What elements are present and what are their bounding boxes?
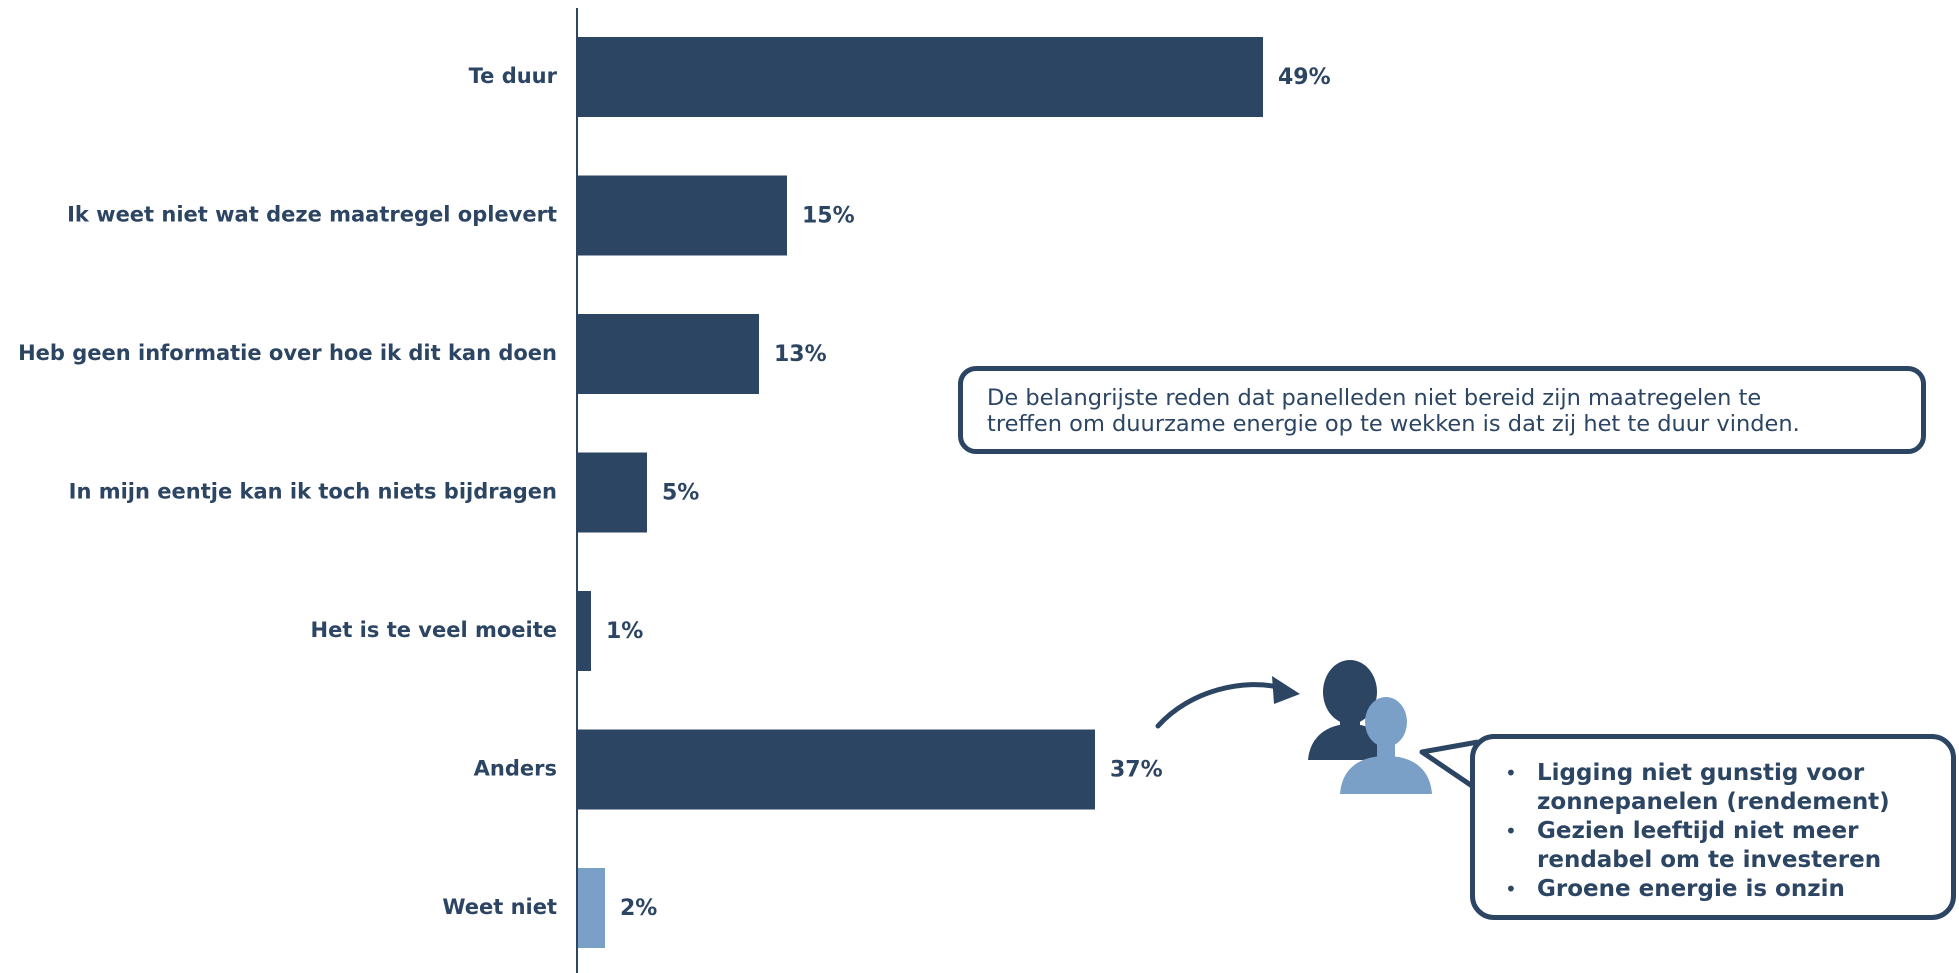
category-label: Anders (474, 757, 557, 781)
bar (577, 868, 605, 948)
category-label: Heb geen informatie over hoe ik dit kan … (18, 341, 557, 365)
summary-line-1: De belangrijste reden dat panelleden nie… (987, 385, 1762, 411)
data-label: 37% (1110, 758, 1163, 783)
bullet: • (1505, 819, 1517, 843)
category-label: Het is te veel moeite (311, 618, 557, 642)
list-item-text: Gezien leeftijd niet meer rendabel om te… (1537, 818, 1882, 873)
curved-arrow-icon (1155, 676, 1300, 729)
data-label: 2% (620, 896, 657, 921)
summary-callout: De belangrijste reden dat panelleden nie… (958, 366, 1926, 454)
data-label: 5% (662, 481, 699, 506)
bar (577, 729, 1095, 810)
summary-line-2: treffen om duurzame energie op te wekken… (987, 411, 1800, 437)
list-item: • Gezien leeftijd niet meer rendabel om t… (1499, 817, 1941, 875)
category-label: Weet niet (442, 895, 557, 919)
bullet: • (1505, 761, 1517, 785)
list-item-text: Ligging niet gunstig voor zonnepanelen (… (1537, 760, 1890, 815)
list-item: • Groene energie is onzin (1499, 875, 1941, 904)
callout-pointer (1419, 739, 1480, 793)
other-reasons-list: • Ligging niet gunstig voor zonnepanelen … (1499, 759, 1941, 904)
data-label: 49% (1278, 65, 1331, 90)
list-item: • Ligging niet gunstig voor zonnepanelen … (1499, 759, 1941, 817)
data-label: 1% (606, 619, 643, 644)
bar (577, 37, 1263, 117)
data-label: 15% (802, 204, 855, 229)
category-label: In mijn eentje kan ik toch niets bijdrag… (69, 480, 557, 504)
list-item-text: Groene energie is onzin (1537, 876, 1845, 902)
people-icon (1308, 660, 1432, 794)
category-label: Ik weet niet wat deze maatregel oplevert (67, 203, 557, 227)
category-label: Te duur (469, 64, 558, 88)
bar (577, 175, 787, 256)
bar (577, 452, 647, 533)
other-reasons-callout: • Ligging niet gunstig voor zonnepanelen … (1470, 734, 1956, 920)
bullet: • (1505, 877, 1517, 901)
bar (577, 314, 759, 394)
data-label: 13% (774, 342, 827, 367)
bar (577, 591, 591, 671)
